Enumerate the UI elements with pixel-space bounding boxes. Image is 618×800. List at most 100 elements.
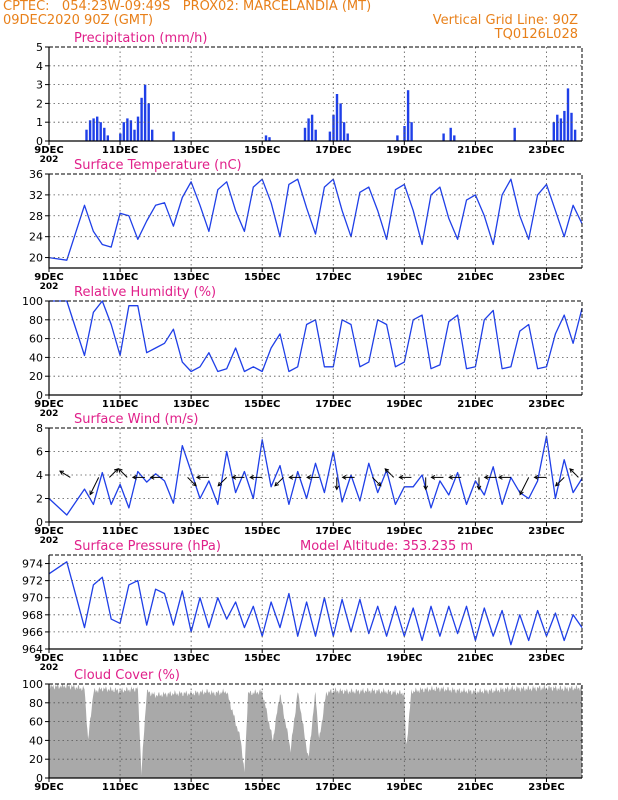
- x-tick-label: 17DEC: [315, 145, 351, 156]
- x-tick-label: 21DEC: [457, 653, 493, 664]
- wind-arrow-head: [113, 468, 119, 473]
- precip-bar: [126, 118, 129, 141]
- y-tick-label: 100: [22, 295, 43, 308]
- y-tick-label: 24: [29, 231, 43, 244]
- precip-bar: [99, 122, 102, 141]
- y-tick-label: 80: [29, 314, 43, 327]
- year-label: 202: [40, 536, 59, 546]
- x-tick-label: 21DEC: [457, 145, 493, 156]
- precip-bar: [410, 122, 413, 141]
- precip-bar: [339, 103, 342, 141]
- y-tick-label: 0: [36, 389, 43, 402]
- wind-arrow-head: [288, 474, 294, 480]
- wind-arrow-head: [59, 470, 65, 475]
- y-tick-label: 972: [22, 575, 43, 588]
- precip-bar: [453, 135, 456, 141]
- rh-line: [49, 300, 583, 373]
- wind-arrow-head: [569, 468, 574, 473]
- wind-arrow: [423, 477, 429, 491]
- precip-bar: [310, 114, 314, 141]
- panel-precip: 0 1 2 3 4 5 9DEC 11DEC 13DEC 15DEC 17DEC 19DEC 21DEC…: [34, 31, 583, 165]
- header-model-code: TQ0126L028: [494, 27, 578, 42]
- y-tick-label: 0: [36, 772, 43, 785]
- precip-bar: [335, 94, 339, 141]
- x-tick-label: 9DEC: [34, 526, 63, 537]
- panel-title: Relative Humidity (%): [74, 285, 216, 300]
- x-tick-label: 13DEC: [173, 399, 209, 410]
- wind-arrow-head: [274, 481, 280, 487]
- y-tick-label: 5: [36, 41, 43, 54]
- precip-bar: [513, 127, 516, 141]
- wind-arrow: [274, 477, 284, 487]
- wind-arrow-shaft: [555, 477, 565, 487]
- precip-bar: [570, 112, 573, 141]
- precip-bar: [442, 133, 445, 141]
- wind-arrow: [187, 477, 197, 487]
- x-tick-label: 15DEC: [244, 653, 280, 664]
- precip-bar: [449, 127, 452, 141]
- y-tick-label: 1: [36, 116, 43, 129]
- precip-bar: [328, 131, 332, 141]
- wind-arrow: [231, 474, 245, 480]
- precip-bar: [151, 129, 154, 141]
- wind-arrow-head: [384, 468, 390, 473]
- y-tick-label: 40: [29, 351, 43, 364]
- wind-arrow-head: [149, 474, 155, 480]
- wind-arrow: [109, 468, 119, 478]
- precip-bar: [85, 129, 88, 141]
- x-tick-label: 19DEC: [386, 782, 422, 793]
- precip-bar: [559, 118, 563, 141]
- panel-cloud: 0 20 40 60 80 100 9DEC 11DEC 13DEC 15DEC 17DEC 19DE…: [22, 668, 583, 793]
- x-tick-label: 11DEC: [102, 145, 138, 156]
- precip-bar: [307, 118, 310, 141]
- x-tick-label: 19DEC: [386, 145, 422, 156]
- y-tick-label: 4: [36, 469, 43, 482]
- y-tick-label: 60: [29, 716, 43, 729]
- wind-arrow: [483, 474, 497, 480]
- wind-arrow-shaft: [187, 477, 197, 487]
- wind-arrow-shaft: [118, 468, 128, 478]
- precip-bar: [136, 116, 140, 141]
- x-tick-label: 11DEC: [102, 782, 138, 793]
- panel-title: Cloud Cover (%): [74, 668, 180, 683]
- wind-arrow-head: [398, 474, 404, 480]
- y-tick-label: 968: [22, 609, 43, 622]
- y-tick-label: 970: [22, 592, 43, 605]
- wind-arrow: [59, 470, 71, 478]
- wind-arrow-head: [117, 468, 123, 473]
- x-tick-label: 13DEC: [173, 272, 209, 283]
- wind-arrow: [497, 474, 511, 480]
- frame-top-right: [49, 683, 583, 778]
- precip-bar: [566, 88, 570, 141]
- wind-arrow: [569, 468, 579, 478]
- precip-bar: [346, 133, 349, 141]
- wind-arrow-head: [217, 481, 223, 487]
- wind-arrow-head: [483, 474, 489, 480]
- wind-arrow: [384, 468, 395, 478]
- x-tick-label: 23DEC: [528, 272, 564, 283]
- frame-axes: [48, 174, 582, 269]
- wind-arrow-head: [519, 490, 524, 496]
- x-tick-label: 21DEC: [457, 782, 493, 793]
- precip-bar: [140, 97, 143, 141]
- y-tick-label: 80: [29, 697, 43, 710]
- panel-title: Surface Wind (m/s): [74, 412, 198, 427]
- wind-arrow: [288, 474, 302, 480]
- wind-arrow: [249, 474, 263, 480]
- wind-arrow-head: [195, 474, 201, 480]
- precip-bar: [106, 135, 109, 141]
- x-tick-label: 9DEC: [34, 399, 63, 410]
- x-tick-label: 19DEC: [386, 399, 422, 410]
- frame-top-right: [49, 46, 583, 141]
- x-tick-label: 23DEC: [528, 145, 564, 156]
- y-tick-label: 40: [29, 734, 43, 747]
- y-tick-label: 32: [29, 189, 43, 202]
- y-tick-label: 0: [36, 135, 43, 148]
- wind-arrow: [341, 474, 355, 480]
- precip-bar: [406, 90, 410, 141]
- header-grid-note: Vertical Grid Line: 90Z: [432, 13, 578, 28]
- y-tick-label: 0: [36, 516, 43, 529]
- x-tick-label: 9DEC: [34, 145, 63, 156]
- header-station: CPTEC: 054:23W-09:49S PROX02: MARCELANDI…: [3, 0, 372, 14]
- precip-bar: [268, 137, 271, 141]
